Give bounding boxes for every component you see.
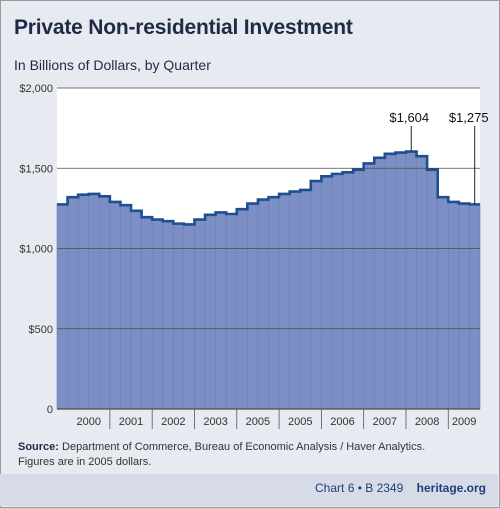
bar-2002Q2 (162, 220, 174, 410)
bar-2003Q1 (194, 219, 206, 410)
x-year-label: 2008 (415, 416, 439, 428)
x-year-label: 2007 (373, 416, 397, 428)
source-label: Source: (18, 441, 59, 453)
source-text: Department of Commerce, Bureau of Econom… (58, 441, 426, 453)
x-year-label: 2002 (161, 416, 185, 428)
source-note: Source: Department of Commerce, Bureau o… (18, 440, 488, 470)
bar-2002Q3 (173, 223, 185, 410)
x-year-label: 2000 (76, 416, 100, 428)
bar-2000Q4 (99, 196, 111, 410)
bar-2009Q1 (447, 201, 460, 410)
bar-2003Q4 (225, 213, 238, 410)
bar-2003Q3 (215, 212, 227, 410)
bar-2001Q3 (130, 210, 142, 410)
bar-1999Q4 (56, 204, 68, 410)
bar-2005Q2 (289, 191, 301, 410)
x-year-label: 2006 (330, 416, 354, 428)
bar-2001Q4 (141, 216, 153, 410)
bar-2005Q1 (278, 193, 290, 410)
bar-2008Q2 (416, 155, 428, 410)
bar-2006Q4 (352, 169, 364, 410)
x-year-label: 2005 (246, 416, 270, 428)
x-year-label: 2003 (203, 416, 227, 428)
bar-2000Q3 (88, 193, 100, 410)
heritage-site-label: heritage.org (416, 481, 486, 495)
bar-2004Q3 (257, 199, 269, 410)
bar-2004Q2 (247, 203, 259, 410)
bar-2008Q1 (405, 151, 417, 410)
y-tick-label: 0 (47, 404, 53, 416)
annotation-label: $1,275 (449, 110, 489, 125)
bar-2005Q4 (310, 180, 322, 410)
x-year-label: 2005 (288, 416, 312, 428)
bar-2004Q4 (268, 196, 280, 410)
footer-band (0, 474, 498, 506)
bar-2002Q4 (183, 224, 195, 410)
y-tick-label: $500 (29, 324, 53, 336)
bar-2007Q3 (384, 153, 396, 410)
bar-2008Q4 (437, 196, 449, 410)
bar-2009Q3 (469, 204, 481, 410)
bar-2009Q2 (458, 203, 470, 410)
dollar-note: Figures are in 2005 dollars. (18, 456, 152, 468)
x-year-label: 2001 (119, 416, 143, 428)
bar-2002Q1 (151, 219, 164, 410)
bar-2000Q2 (77, 194, 90, 410)
bar-2007Q4 (395, 152, 407, 410)
bar-2001Q2 (120, 204, 132, 410)
bar-2001Q1 (109, 201, 121, 410)
y-tick-label: $2,000 (19, 83, 53, 95)
y-tick-label: $1,500 (19, 163, 53, 175)
bar-2006Q3 (342, 171, 354, 410)
bar-2007Q1 (363, 163, 375, 410)
chart-reference: Chart 6 • B 2349 heritage.org (315, 481, 486, 495)
bar-2003Q2 (204, 214, 216, 410)
chart-subtitle: In Billions of Dollars, by Quarter (14, 57, 211, 73)
chart-ref-separator (407, 481, 414, 495)
bar-2006Q1 (321, 175, 333, 410)
bar-2004Q1 (236, 208, 248, 410)
bar-2008Q3 (426, 169, 438, 410)
x-year-label: 2009 (452, 416, 476, 428)
bar-2000Q1 (67, 196, 79, 410)
y-tick-label: $1,000 (19, 244, 53, 256)
chart-ref-id: Chart 6 • B 2349 (315, 481, 404, 495)
bar-2006Q2 (331, 173, 343, 410)
annotation-label: $1,604 (389, 110, 429, 125)
chart-title: Private Non-residential Investment (14, 16, 353, 39)
bar-2005Q3 (299, 189, 312, 410)
bar-2007Q2 (373, 157, 386, 410)
investment-series-line (57, 150, 480, 226)
